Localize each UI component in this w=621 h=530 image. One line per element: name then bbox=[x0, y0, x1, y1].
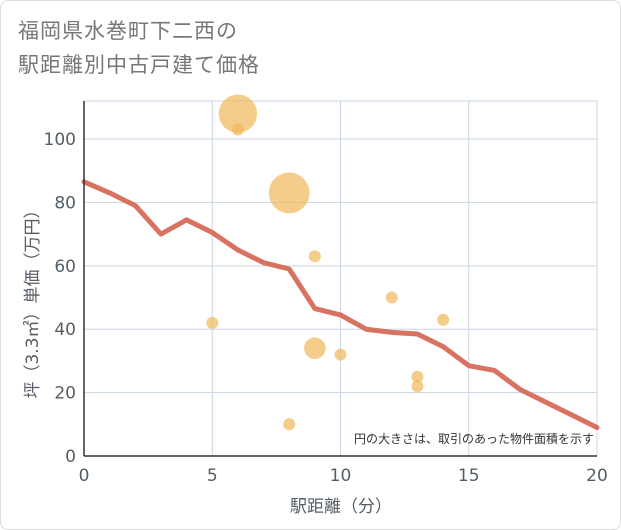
data-point bbox=[283, 418, 296, 431]
data-point bbox=[268, 172, 310, 214]
x-tick-label: 5 bbox=[207, 466, 218, 486]
y-tick-label: 40 bbox=[54, 320, 76, 340]
data-point bbox=[385, 291, 398, 304]
y-axis-label: 坪（3.3㎡）単価（万円） bbox=[23, 201, 43, 398]
data-point bbox=[218, 94, 258, 133]
axes bbox=[83, 101, 597, 457]
data-point bbox=[206, 316, 219, 329]
data-point bbox=[231, 123, 244, 136]
y-tick-label: 80 bbox=[54, 193, 76, 213]
chart-title: 福岡県水巻町下二西の 駅距離別中古戸建て価格 bbox=[18, 14, 260, 82]
data-point bbox=[334, 348, 347, 361]
y-tick-label: 20 bbox=[54, 384, 76, 404]
bubbles bbox=[206, 94, 450, 431]
data-point bbox=[411, 380, 424, 393]
trend-line-group bbox=[81, 179, 600, 430]
data-point bbox=[304, 337, 326, 360]
x-tick-label: 15 bbox=[458, 466, 480, 486]
trend-line bbox=[81, 179, 600, 430]
data-point bbox=[411, 370, 424, 383]
ticks: 0 5 10 15 20 0 20 40 60 80 100 bbox=[44, 130, 608, 486]
y-tick-label: 100 bbox=[44, 130, 76, 150]
x-axis-label: 駅距離（分） bbox=[290, 497, 392, 517]
y-tick-label: 0 bbox=[65, 447, 76, 467]
chart-title-line2: 駅距離別中古戸建て価格 bbox=[18, 53, 260, 77]
size-note: 円の大きさは、取引のあった物件面積を示す bbox=[354, 431, 594, 446]
data-point bbox=[437, 313, 450, 326]
x-tick-label: 10 bbox=[330, 466, 352, 486]
chart-title-line1: 福岡県水巻町下二西の bbox=[18, 19, 238, 43]
x-tick-label: 0 bbox=[79, 466, 90, 486]
x-tick-label: 20 bbox=[586, 466, 608, 486]
data-point bbox=[308, 250, 321, 263]
y-tick-label: 60 bbox=[54, 257, 76, 277]
grid bbox=[83, 100, 598, 457]
